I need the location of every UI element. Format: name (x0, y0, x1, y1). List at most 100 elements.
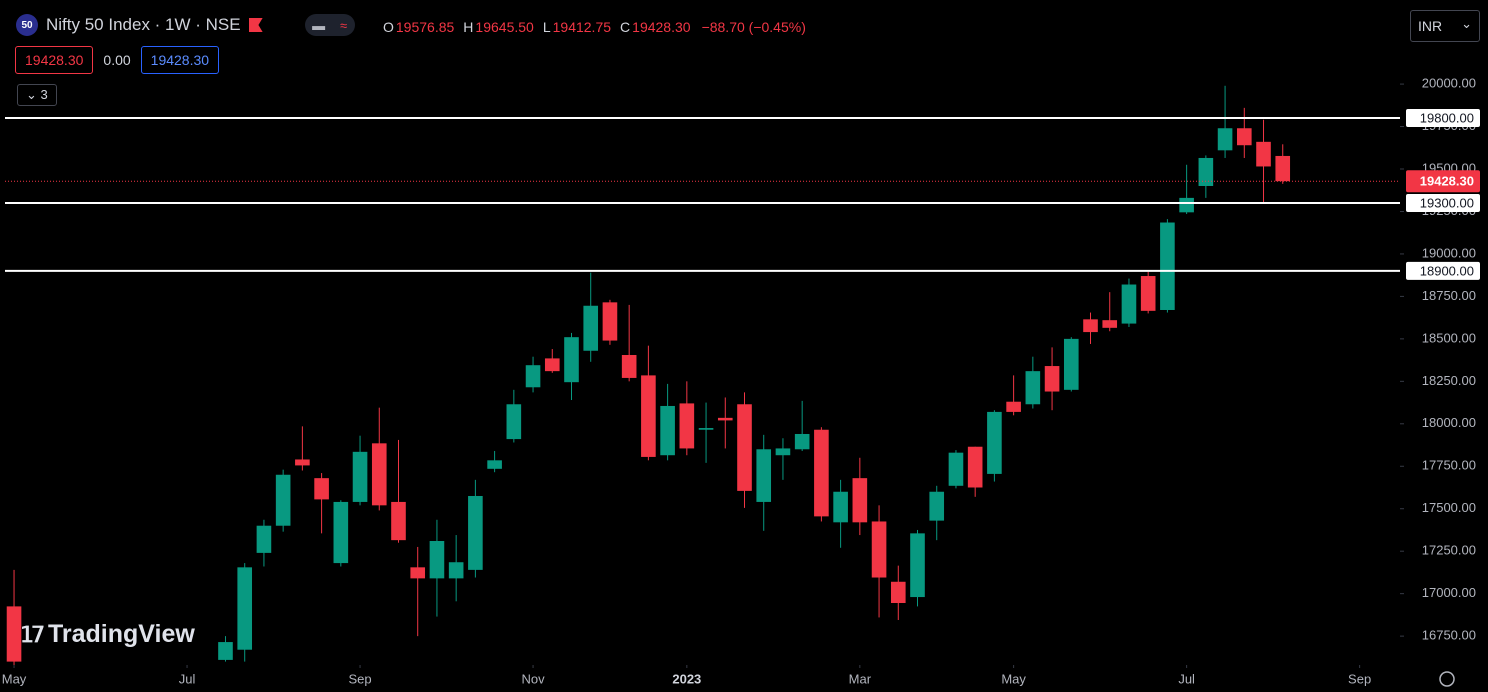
axes: 16750.00 17000.00 17250.00 17500.00 17750.00… (2, 76, 1476, 687)
logo: 𝟣𝟩 (20, 621, 45, 647)
candle-body (506, 404, 522, 440)
plot-area (5, 85, 1400, 665)
indicators-toggle[interactable]: ⌄ 3 (17, 84, 57, 106)
settings-icon[interactable] (1439, 671, 1455, 687)
currency-select[interactable]: INR (1410, 10, 1480, 42)
x-tick-label: May (1001, 671, 1026, 686)
candle-body (1140, 276, 1156, 311)
currency: INR (1418, 18, 1443, 34)
y-tick-label: 17000.00 (1422, 585, 1476, 600)
y-tick-label: 18500.00 (1422, 330, 1476, 345)
candle-body (967, 446, 983, 488)
candle-body (679, 403, 695, 449)
price-label-box (1406, 109, 1480, 128)
candle-body (352, 451, 368, 502)
overlays: 19800.00 19300.00 18900.00 19428.30 (5, 109, 1480, 280)
candle-body (737, 404, 752, 491)
candle-body (660, 405, 675, 456)
ohlc-key: C (620, 19, 631, 35)
x-tick-label: Sep (348, 671, 371, 686)
x-tick-label: Nov (521, 671, 545, 686)
watermark-text: TradingView (48, 620, 195, 648)
y-tick-label: 19000.00 (1422, 245, 1476, 260)
y-tick-label: 18000.00 (1422, 415, 1476, 430)
candle-body (333, 501, 349, 564)
candle-body (698, 428, 714, 430)
chart-toggle[interactable]: ▬ ≈ (304, 14, 355, 36)
y-tick-label: 18250.00 (1422, 373, 1476, 388)
x-tick-label: 2023 (672, 671, 701, 686)
candle-body (371, 443, 387, 506)
candle-body (1275, 155, 1291, 182)
candle-body (391, 501, 406, 541)
indicators-count: 3 (40, 87, 48, 102)
candle-body (948, 452, 964, 486)
symbol-header: 50 Nifty 50 Index · 1W · NSE ▬ ≈ (16, 14, 355, 36)
price-label-box (1406, 193, 1480, 212)
x-tick-label: Mar (849, 671, 872, 686)
price-label-box (1406, 261, 1480, 280)
candle-body (602, 302, 618, 341)
candle-body (487, 460, 502, 469)
candle-body (525, 365, 541, 388)
candle-body (929, 491, 945, 521)
candle-body (717, 417, 733, 421)
candle-body (468, 495, 483, 570)
candle-body (1217, 128, 1233, 151)
x-tick-label: Jul (179, 671, 196, 686)
trade-boxes: 19428.30 0.00 19428.30 (15, 46, 220, 74)
ohlc-key: H (463, 19, 474, 35)
spread: 0.00 (103, 52, 131, 68)
y-tick-label: 20000.00 (1422, 76, 1476, 91)
sell-button[interactable]: 19428.30 (15, 46, 94, 74)
candle-body (256, 525, 272, 553)
x-tick-label: Jul (1178, 671, 1195, 686)
candle-body (218, 642, 233, 660)
candle-body (910, 533, 925, 598)
ohlc-value: 19576.85 (395, 19, 455, 35)
watermark: 𝟣𝟩 TradingView (20, 620, 195, 649)
candle-body (1198, 157, 1214, 186)
candle-body (1256, 141, 1271, 167)
candle-body (814, 429, 829, 517)
last-price-label: 19428.30 (1420, 174, 1474, 189)
ohlc-value: 19428.30 (632, 19, 691, 35)
last-price-box (1406, 170, 1480, 193)
price-label: 19800.00 (1420, 110, 1474, 125)
candle-body (987, 411, 1002, 474)
ohlc-key: O (383, 19, 394, 35)
candle-body (410, 567, 426, 579)
x-tick-label: Sep (1348, 671, 1371, 686)
candle-body (852, 478, 868, 523)
price-label: 19300.00 (1420, 195, 1474, 210)
candle-body (794, 433, 810, 450)
candle-body (583, 305, 599, 351)
candle-body (1006, 401, 1021, 412)
symbol-title[interactable]: Nifty 50 Index · 1W · NSE (46, 15, 241, 34)
candle-body (6, 606, 22, 662)
x-tick-label: May (2, 671, 27, 686)
y-tick-label: 18750.00 (1422, 288, 1476, 303)
candle-body (237, 567, 253, 650)
y-tick-label: 17750.00 (1422, 458, 1476, 473)
candle-body (1179, 197, 1194, 213)
candle-body (1025, 371, 1041, 405)
candle-body (621, 355, 637, 378)
candle-body (429, 541, 445, 579)
candle-body (1121, 284, 1137, 324)
candle-body (564, 337, 579, 383)
ohlc-key: L (542, 19, 551, 35)
symbol-badge: 50 (16, 14, 38, 36)
flag-icon[interactable] (248, 18, 263, 32)
candle-body (641, 375, 656, 457)
y-tick-label: 16750.00 (1422, 628, 1476, 643)
candle-body (295, 459, 310, 466)
buy-button[interactable]: 19428.30 (140, 46, 220, 74)
ohlc-value: −88.70 (−0.45%) (701, 19, 806, 35)
candle-body (756, 449, 772, 502)
candle-body (1102, 320, 1118, 328)
price-label: 18900.00 (1420, 263, 1474, 278)
candle-body (890, 581, 906, 604)
